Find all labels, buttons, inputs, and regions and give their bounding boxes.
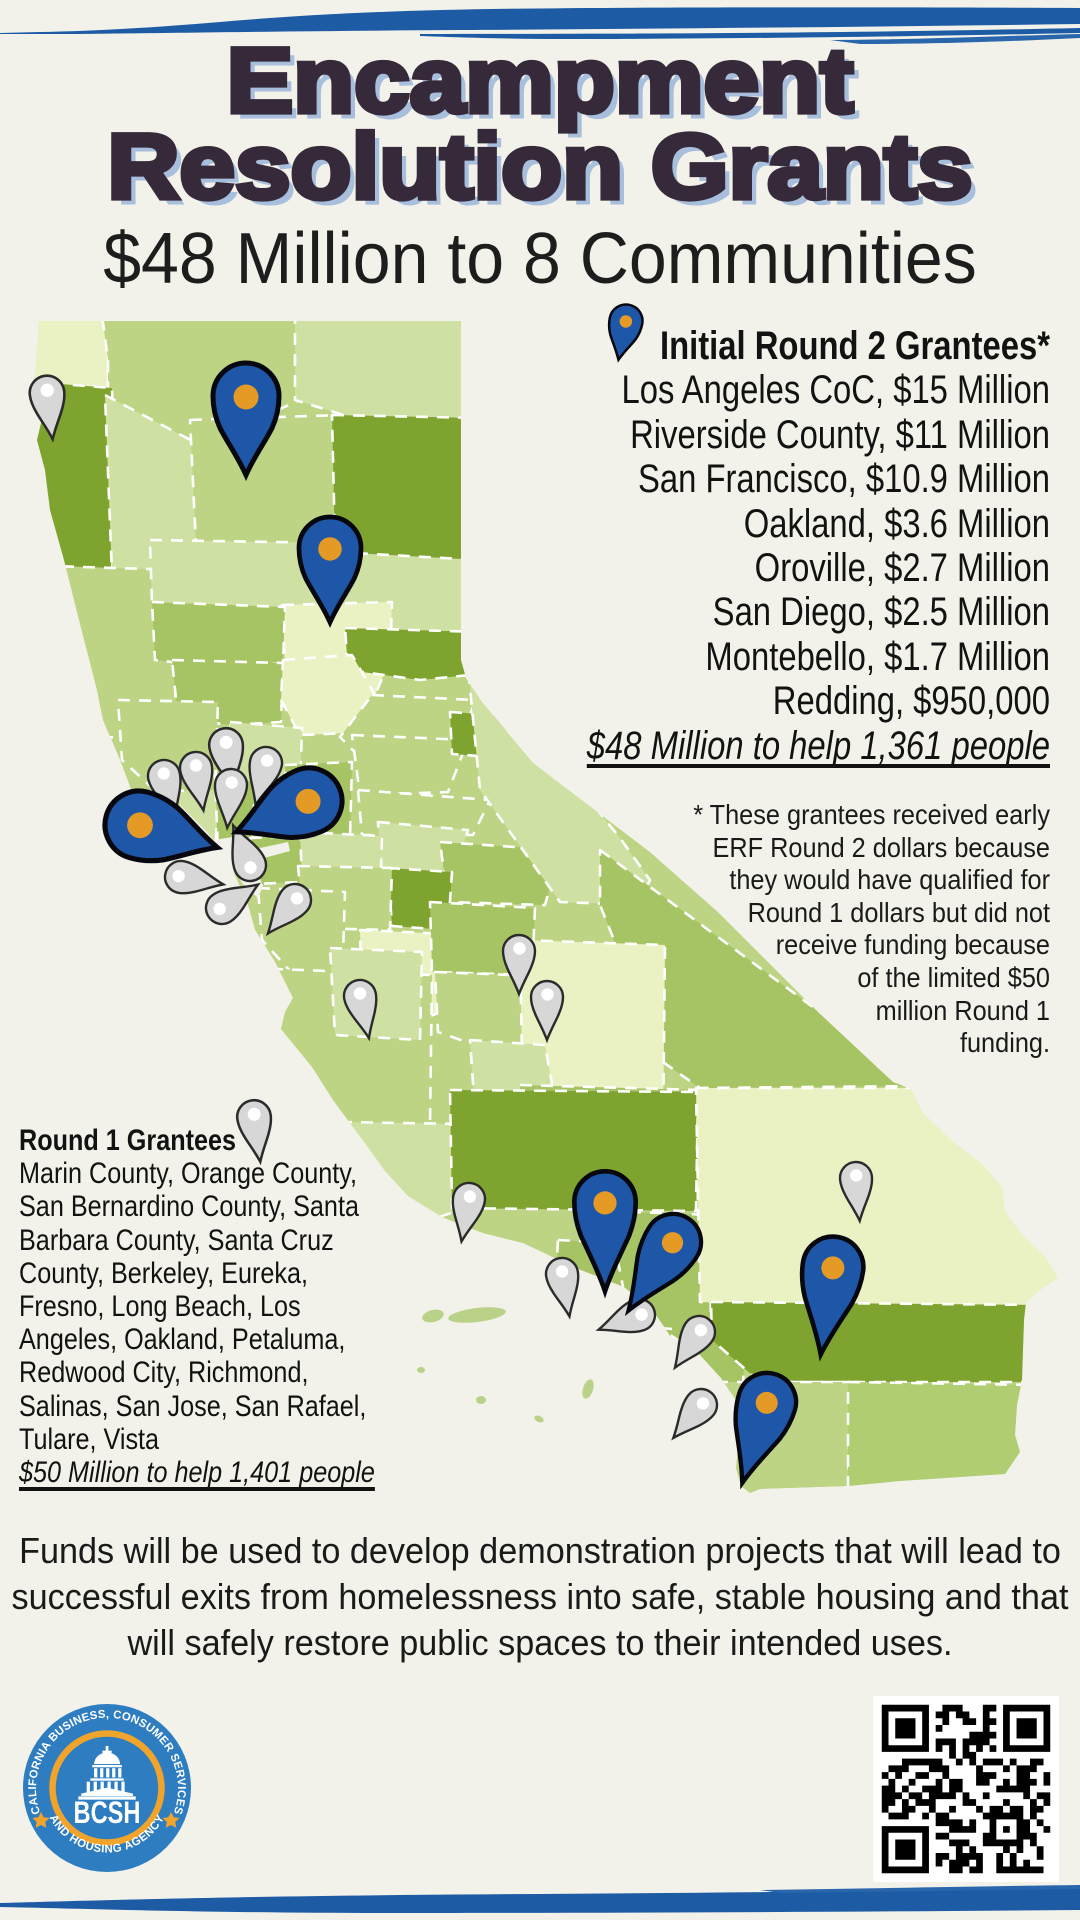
- svg-text:BCSH: BCSH: [74, 1794, 141, 1830]
